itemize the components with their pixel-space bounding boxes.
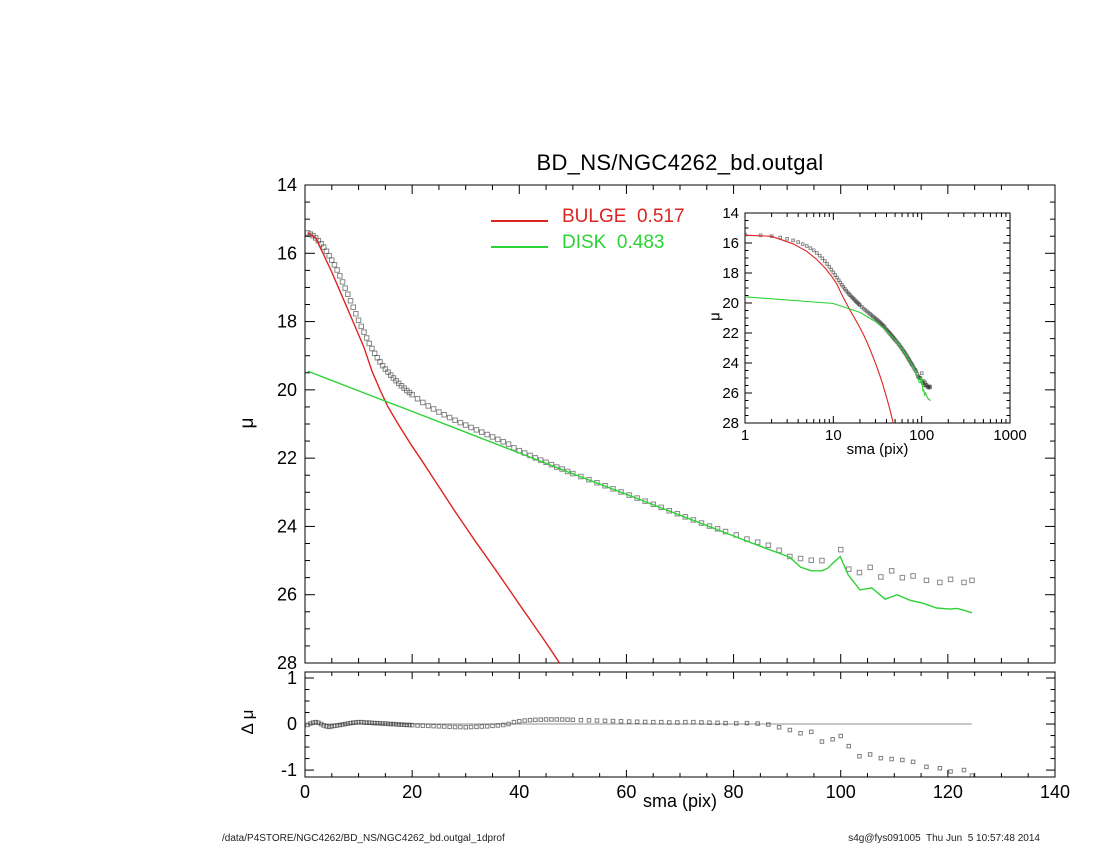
disk-model-line bbox=[745, 296, 931, 402]
series-group-main bbox=[305, 230, 975, 663]
svg-text:16: 16 bbox=[277, 243, 297, 263]
main-x-axis-label: sma (pix) bbox=[642, 791, 717, 811]
chart-panel-main: 14 16 18 20 22 24 26 28 bbox=[277, 175, 1056, 673]
legend-item-disk: DISK 0.483 bbox=[562, 232, 665, 253]
svg-text:100: 100 bbox=[909, 427, 934, 444]
svg-text:1: 1 bbox=[741, 427, 749, 444]
svg-text:20: 20 bbox=[402, 782, 422, 802]
svg-text:1000: 1000 bbox=[993, 427, 1026, 444]
disk-model-line bbox=[307, 370, 973, 614]
svg-text:28: 28 bbox=[277, 653, 297, 673]
plot-title: BD_NS/NGC4262_bd.outgal bbox=[536, 150, 824, 175]
svg-text:0: 0 bbox=[300, 782, 310, 802]
svg-text:22: 22 bbox=[722, 325, 739, 342]
inset-x-axis-label: sma (pix) bbox=[846, 441, 909, 458]
chart-panel-inset: 1 10 100 1000 14 16 18 20 22 24 26 28 bbox=[722, 205, 1026, 444]
svg-text:28: 28 bbox=[722, 415, 739, 432]
svg-text:80: 80 bbox=[724, 782, 744, 802]
footer-file-path: /data/P4STORE/NGC4262/BD_NS/NGC4262_bd.o… bbox=[222, 833, 505, 844]
svg-text:24: 24 bbox=[722, 355, 739, 372]
chart-panel-residual: 0 20 40 60 80 100 120 140-101 bbox=[281, 668, 1070, 802]
inset-y-axis-label: μ bbox=[706, 312, 724, 321]
main-y-axis-label: μ bbox=[237, 417, 258, 429]
bulge-model-line bbox=[745, 234, 894, 423]
svg-text:140: 140 bbox=[1040, 782, 1070, 802]
svg-text:26: 26 bbox=[277, 585, 297, 605]
residual-y-axis-label: Δ μ bbox=[238, 709, 257, 735]
bulge-model-line bbox=[307, 232, 561, 663]
svg-text:1: 1 bbox=[287, 668, 297, 688]
legend-item-bulge: BULGE 0.517 bbox=[562, 206, 685, 227]
svg-text:60: 60 bbox=[616, 782, 636, 802]
svg-text:0: 0 bbox=[287, 714, 297, 734]
svg-text:26: 26 bbox=[722, 385, 739, 402]
svg-text:18: 18 bbox=[277, 312, 297, 332]
svg-text:22: 22 bbox=[277, 448, 297, 468]
disk-line-swatch bbox=[491, 246, 548, 248]
svg-text:18: 18 bbox=[722, 265, 739, 282]
svg-text:14: 14 bbox=[277, 175, 297, 195]
svg-text:10: 10 bbox=[825, 427, 842, 444]
svg-text:16: 16 bbox=[722, 235, 739, 252]
svg-text:14: 14 bbox=[722, 205, 739, 222]
svg-text:40: 40 bbox=[509, 782, 529, 802]
footer-user-timestamp: s4g@fys091005 Thu Jun 5 10:57:48 2014 bbox=[848, 833, 1040, 844]
series-group-inset bbox=[745, 232, 932, 423]
bulge-line-swatch bbox=[491, 220, 548, 222]
svg-text:20: 20 bbox=[277, 380, 297, 400]
series-group-residual bbox=[305, 717, 975, 777]
svg-text:-1: -1 bbox=[281, 760, 297, 780]
svg-text:24: 24 bbox=[277, 516, 297, 536]
svg-text:20: 20 bbox=[722, 295, 739, 312]
svg-text:120: 120 bbox=[933, 782, 963, 802]
svg-text:100: 100 bbox=[826, 782, 856, 802]
